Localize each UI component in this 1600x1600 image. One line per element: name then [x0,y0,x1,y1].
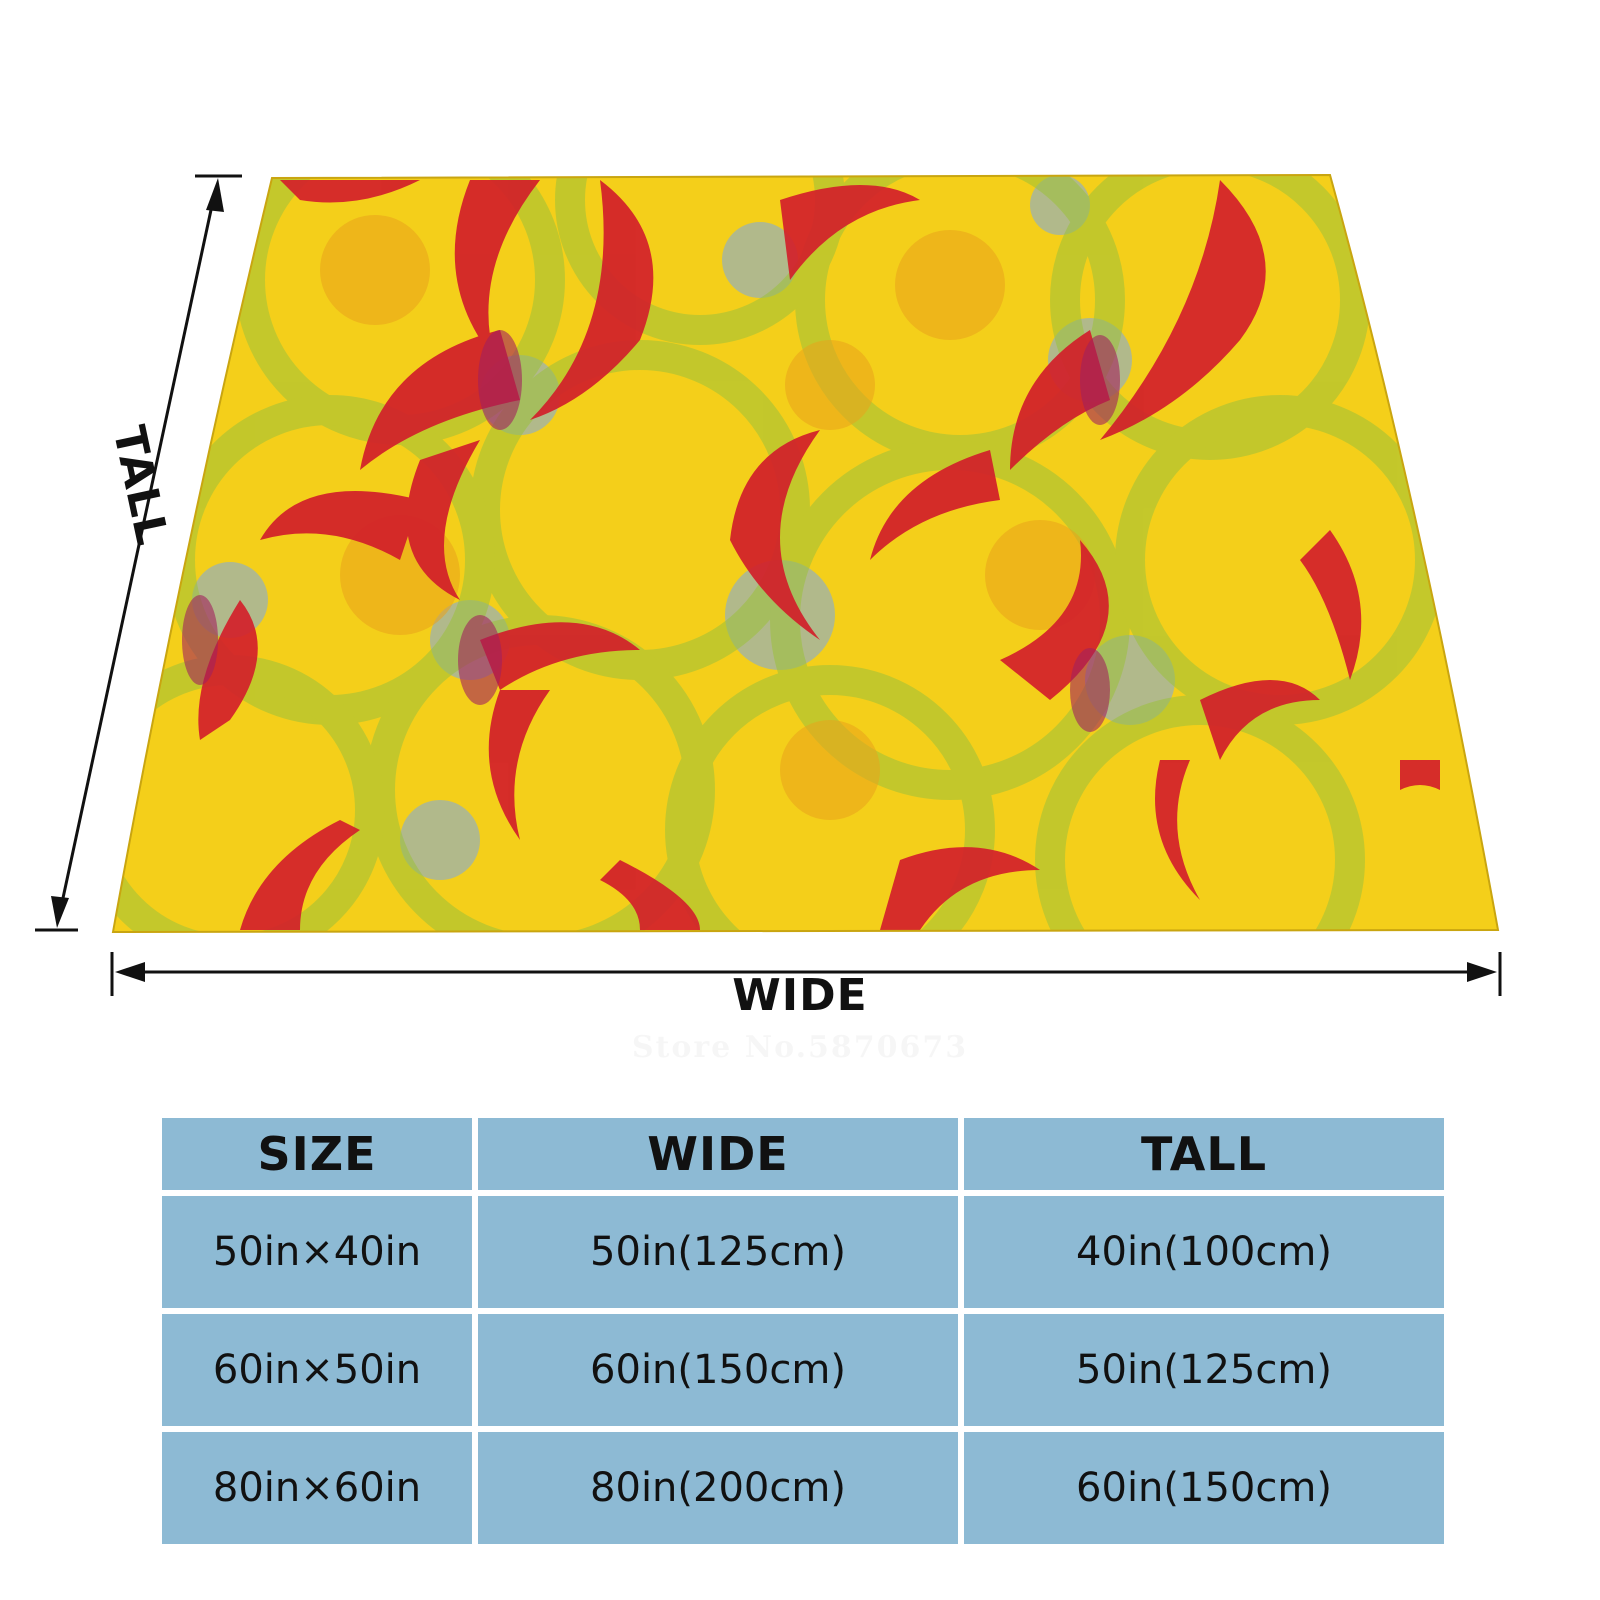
store-watermark: Store No.5870673 [500,1030,1100,1065]
header-wide: WIDE [478,1118,958,1190]
cell-tall: 40in(100cm) [964,1196,1444,1308]
wide-label: WIDE [732,970,868,1021]
wide-dimension-arrow [110,952,1502,996]
cell-tall: 50in(125cm) [964,1314,1444,1426]
cell-wide: 60in(150cm) [478,1314,958,1426]
table-row: 60in×50in 60in(150cm) 50in(125cm) [162,1314,1444,1426]
header-size: SIZE [162,1118,472,1190]
size-table: SIZE WIDE TALL 50in×40in 50in(125cm) 40i… [156,1112,1450,1550]
table-row: 80in×60in 80in(200cm) 60in(150cm) [162,1432,1444,1544]
table-row: 50in×40in 50in(125cm) 40in(100cm) [162,1196,1444,1308]
cell-wide: 50in(125cm) [478,1196,958,1308]
cell-size: 60in×50in [162,1314,472,1426]
blanket-pattern [113,175,1445,932]
cell-size: 80in×60in [162,1432,472,1544]
cell-size: 50in×40in [162,1196,472,1308]
table-header-row: SIZE WIDE TALL [162,1118,1444,1190]
cell-wide: 80in(200cm) [478,1432,958,1544]
tall-dimension-arrow [35,174,242,932]
cell-tall: 60in(150cm) [964,1432,1444,1544]
blanket-illustration [35,173,1502,996]
header-tall: TALL [964,1118,1444,1190]
